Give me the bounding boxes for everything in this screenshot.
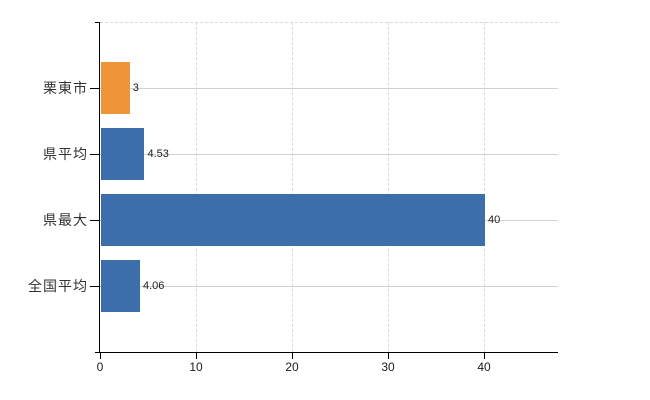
chart-bar [101,128,145,180]
x-axis-tick [484,353,485,359]
plot-top-border [100,22,558,23]
x-axis-tick-label: 0 [96,360,104,374]
bar-value-label: 40 [488,214,501,226]
y-axis-category-tick [90,88,99,89]
x-axis-tick [196,353,197,359]
vertical-gridline [292,22,293,352]
chart-bar [101,194,485,246]
bar-value-label: 3 [132,82,139,94]
y-axis-category-tick [90,220,99,221]
y-axis-category-tick [90,286,99,287]
category-label: 県最大 [43,212,88,228]
category-label: 栗東市 [43,80,88,96]
y-axis-category-tick [90,154,99,155]
category-label: 県平均 [43,146,88,162]
vertical-gridline [484,22,485,352]
horizontal-gridline [100,88,558,89]
chart-bar [101,62,130,114]
horizontal-gridline [100,154,558,155]
x-axis-tick [100,353,101,359]
x-axis-tick-label: 20 [285,360,299,374]
y-axis [99,22,100,353]
x-axis-tick-label: 10 [189,360,203,374]
x-axis-tick [292,353,293,359]
category-label: 全国平均 [28,278,88,294]
x-axis-tick-label: 30 [381,360,395,374]
vertical-gridline [388,22,389,352]
horizontal-gridline [100,286,558,287]
y-axis-top-tick [95,22,100,23]
x-axis-tick-label: 40 [477,360,491,374]
vertical-gridline [196,22,197,352]
chart-bar [101,260,140,312]
bar-value-label: 4.06 [142,280,165,292]
x-axis [95,352,558,353]
bar-value-label: 4.53 [147,148,169,160]
x-axis-tick [388,353,389,359]
